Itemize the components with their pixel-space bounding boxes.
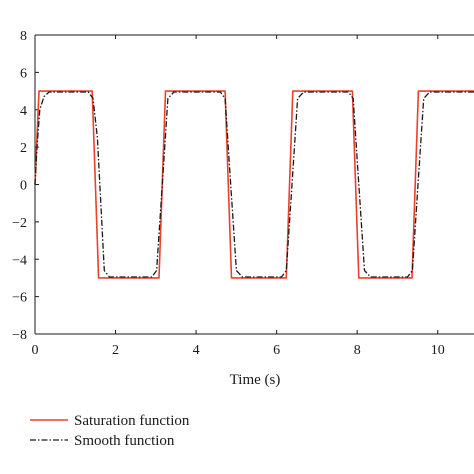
series-line-1 — [34, 91, 474, 278]
y-tick-label: 6 — [20, 66, 27, 81]
x-tick-label: 4 — [193, 343, 200, 358]
plot-frame — [34, 34, 474, 335]
legend-label-0: Saturation function — [74, 413, 190, 429]
y-tick-label: 8 — [20, 29, 27, 44]
y-axis-ticks: −8 −6 −4 −2 0 2 4 6 8 — [12, 29, 39, 343]
x-axis-ticks: 0 2 4 6 8 10 — [32, 35, 445, 358]
legend: Saturation function Smooth function — [30, 413, 190, 449]
y-tick-label: 4 — [20, 104, 27, 119]
y-tick-label: −6 — [12, 291, 27, 306]
series-layer — [34, 90, 474, 279]
series-line-0 — [34, 90, 474, 279]
y-tick-label: −2 — [12, 216, 27, 231]
y-tick-label: 2 — [20, 141, 27, 156]
x-axis-label: Time (s) — [230, 372, 281, 388]
legend-label-1: Smooth function — [74, 433, 175, 449]
x-tick-label: 0 — [32, 343, 39, 358]
x-tick-label: 8 — [354, 343, 361, 358]
x-tick-label: 10 — [431, 343, 445, 358]
y-tick-label: −8 — [12, 328, 27, 343]
x-tick-label: 2 — [112, 343, 119, 358]
y-tick-label: −4 — [12, 253, 27, 268]
y-tick-label: 0 — [20, 179, 27, 194]
x-tick-label: 6 — [273, 343, 280, 358]
